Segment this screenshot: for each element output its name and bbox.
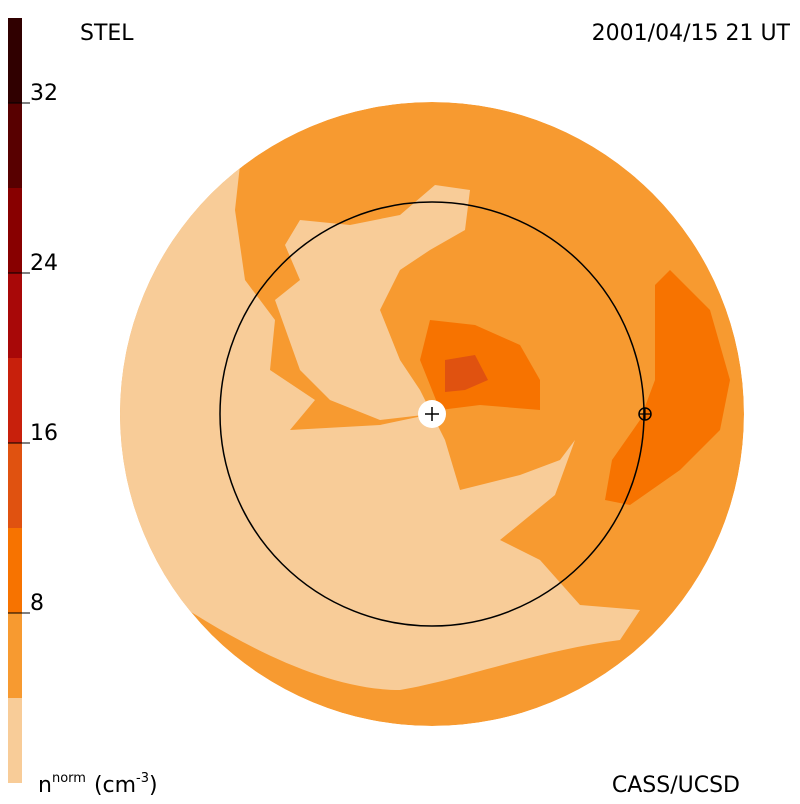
tick-label: 16 [30,421,58,446]
colorbar-band [8,273,22,358]
colorbar-band [8,613,22,698]
tick-label: 24 [30,251,58,276]
label-sup: norm [52,771,86,786]
colorbar-band [8,18,22,103]
label-unit: (cm [94,773,136,798]
credit: CASS/UCSD [612,773,740,798]
colorbar-band [8,698,22,783]
region [445,355,488,392]
tick-label: 8 [30,591,44,616]
tick-label: 32 [30,81,58,106]
label-unit-sup: -3 [136,771,149,786]
colorbar-band [8,443,22,528]
label-base: n [38,773,52,798]
region [120,165,640,690]
colorbar-label: nnorm (cm-3) [38,771,158,798]
region [605,270,730,505]
colorbar-band [8,358,22,443]
label-close: ) [149,773,158,798]
colorbar-band [8,188,22,273]
header-right: 2001/04/15 21 UT [592,21,791,46]
colorbar-band [8,528,22,613]
sun-cross [425,407,439,421]
colorbar-band [8,103,22,188]
earth-cross [639,408,651,420]
region [275,185,470,420]
header-left: STEL [80,21,134,46]
